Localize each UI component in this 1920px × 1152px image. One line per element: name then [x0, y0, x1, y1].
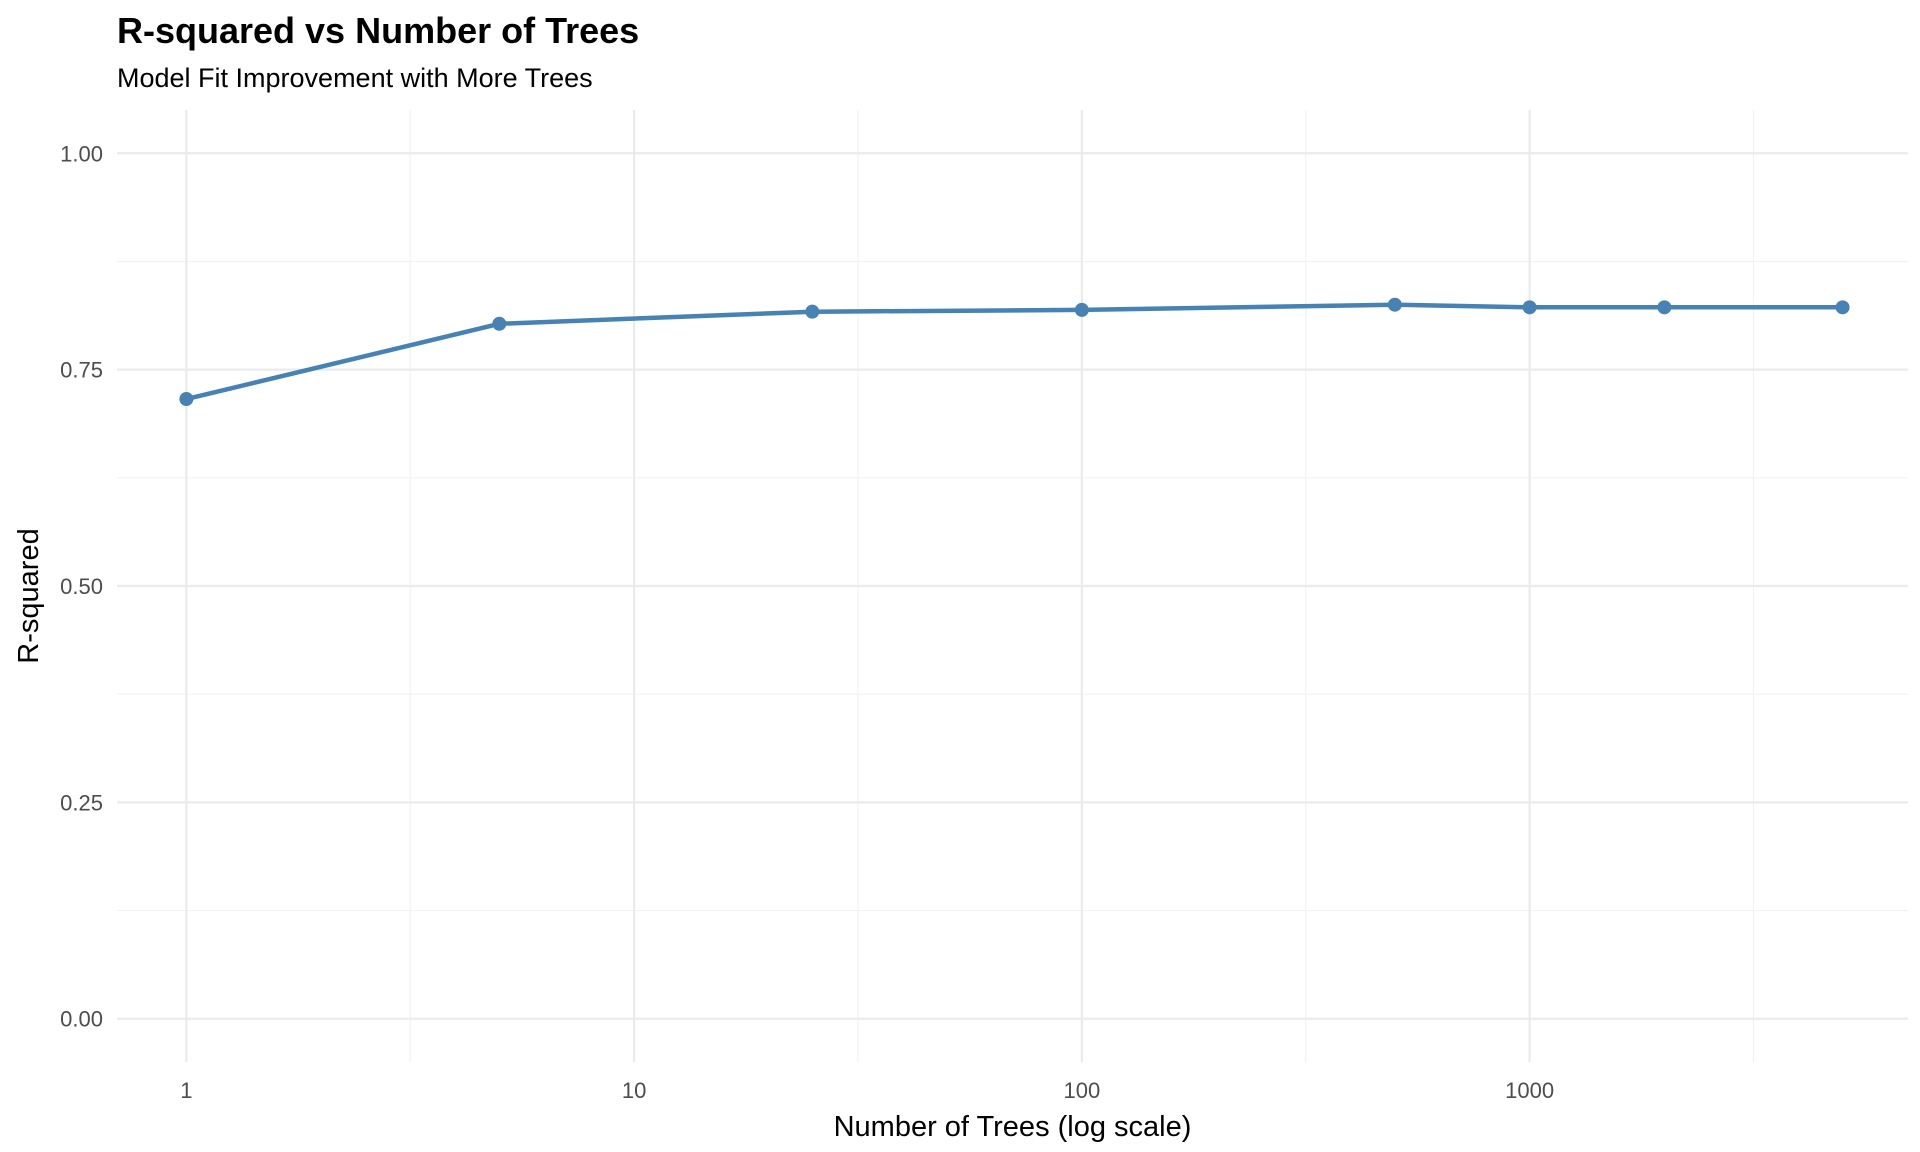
y-tick-label: 1.00	[60, 141, 103, 166]
y-tick-label: 0.25	[60, 790, 103, 815]
chart-subtitle: Model Fit Improvement with More Trees	[117, 63, 593, 93]
x-axis-title: Number of Trees (log scale)	[834, 1111, 1192, 1143]
data-point	[805, 304, 820, 319]
chart-title: R-squared vs Number of Trees	[117, 10, 640, 51]
y-tick-label: 0.00	[60, 1007, 103, 1032]
tick-labels: 1 10 100 1000 0.00 0.25 0.50 0.75 1.00	[60, 141, 1554, 1103]
series-layer	[179, 297, 1850, 407]
data-point	[1657, 300, 1672, 315]
minor-gridlines	[117, 110, 1908, 1062]
x-tick-label: 1000	[1505, 1078, 1554, 1103]
major-gridlines	[117, 110, 1908, 1062]
data-point	[492, 316, 507, 331]
x-tick-label: 1	[180, 1078, 192, 1103]
y-axis-title: R-squared	[13, 528, 45, 663]
y-tick-label: 0.50	[60, 574, 103, 599]
data-point	[1835, 300, 1850, 315]
x-tick-label: 100	[1063, 1078, 1100, 1103]
data-point	[179, 392, 194, 407]
series-line	[184, 302, 1845, 402]
data-point	[1522, 300, 1537, 315]
x-tick-label: 10	[622, 1078, 646, 1103]
data-point	[1074, 302, 1089, 317]
data-point	[1387, 297, 1402, 312]
y-tick-label: 0.75	[60, 358, 103, 383]
